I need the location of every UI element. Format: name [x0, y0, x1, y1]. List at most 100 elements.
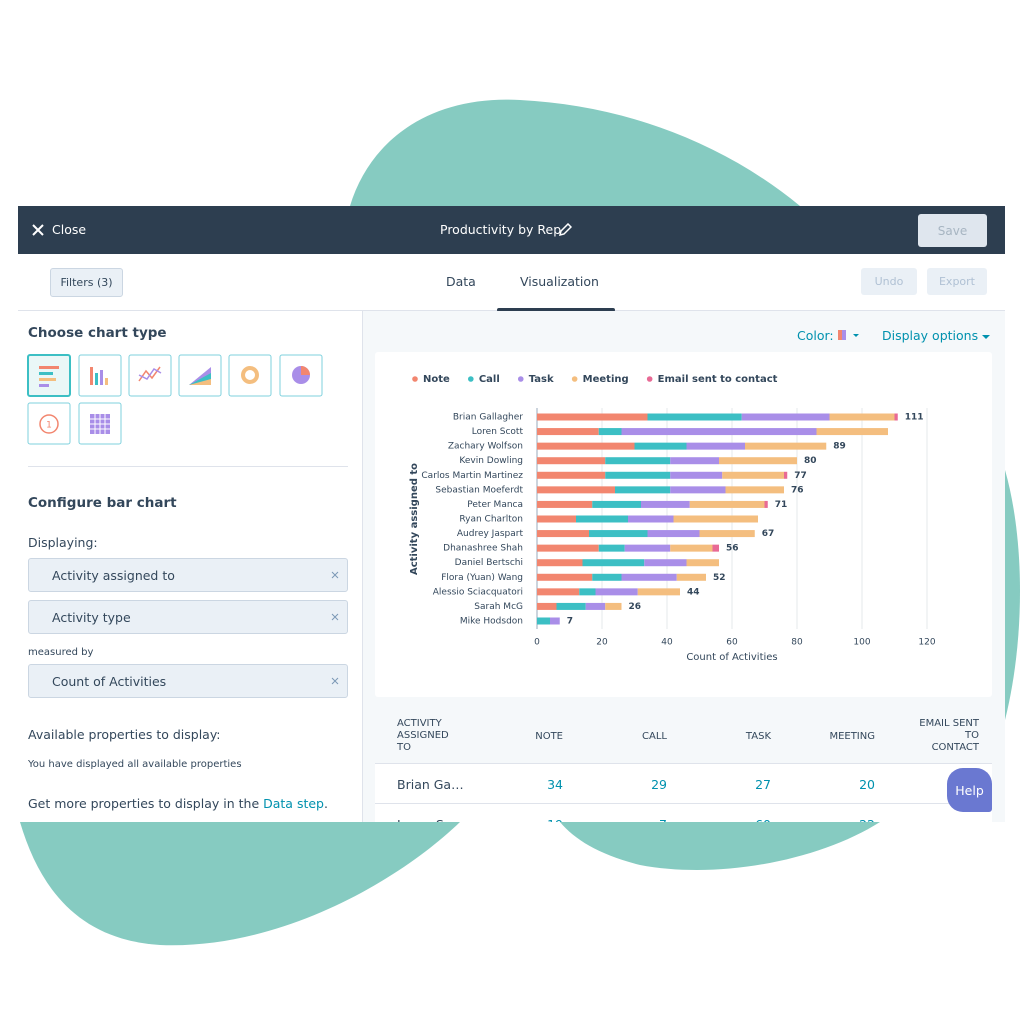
link[interactable]: Data step — [263, 796, 324, 811]
bar-segment — [719, 457, 797, 465]
table-cell: 34 — [547, 777, 563, 792]
bar-segment — [537, 471, 606, 479]
bar-segment — [537, 515, 576, 523]
measure-pill[interactable]: Count of Activities — [28, 664, 348, 698]
legend-label: Meeting — [583, 374, 629, 385]
bar-segment — [576, 515, 628, 523]
y-tick-label: Sebastian Moeferdt — [435, 485, 523, 495]
bar-segment — [537, 559, 583, 567]
table-cell: 19 — [547, 817, 563, 822]
undo-button[interactable]: Undo — [861, 268, 917, 295]
bar-segment — [537, 486, 615, 494]
bar-segment — [579, 588, 596, 596]
y-tick-label: Loren Scott — [472, 427, 524, 437]
legend-dot — [646, 376, 653, 382]
bar-segment — [537, 457, 606, 465]
header-bar: Close Productivity by Rep Save — [18, 206, 1005, 254]
close-button[interactable]: Close — [52, 222, 87, 237]
row-name: Loren Sc… — [397, 817, 463, 822]
chart: Note Call Task Meeting Email sent to contact… — [409, 374, 936, 663]
bar-segment — [537, 442, 635, 450]
column-header: TASK — [745, 731, 771, 742]
bar-segment — [621, 573, 677, 581]
bar-segment — [537, 602, 557, 610]
total-label: 80 — [804, 456, 817, 466]
legend-label: Note — [423, 374, 450, 385]
legend-label: Email sent to contact — [658, 374, 778, 385]
column-header: MEETING — [829, 731, 875, 742]
bar-segment — [595, 588, 638, 596]
bar-segment — [605, 457, 671, 465]
bar-segment — [637, 588, 680, 596]
table-cell: 7 — [659, 817, 667, 822]
chart-type-icons[interactable]: 1 — [26, 353, 326, 449]
tab-visualization[interactable]: Visualization — [520, 274, 599, 289]
help-button[interactable]: Help — [947, 768, 992, 812]
x-tick-label: 40 — [661, 638, 673, 648]
total-label: 44 — [687, 587, 700, 597]
legend-dot — [468, 376, 474, 382]
bar-segment — [634, 442, 687, 450]
section-title: Choose chart type — [28, 325, 167, 341]
y-tick-label: Audrey Jaspart — [457, 529, 524, 539]
edit-icon[interactable] — [558, 223, 572, 237]
bar-segment — [589, 530, 648, 538]
table-cell: 22 — [859, 817, 875, 822]
save-button[interactable]: Save — [918, 214, 987, 247]
bar-segment — [673, 515, 758, 523]
x-tick-label: 120 — [918, 638, 935, 648]
more-properties: Get more properties to display in the Da… — [28, 796, 328, 811]
text: Color: — [797, 328, 834, 343]
bar-segment — [585, 602, 606, 610]
bar-segment — [537, 617, 550, 625]
bar-segment — [644, 559, 687, 567]
legend-label: Call — [479, 374, 500, 385]
row-name: Brian Ga… — [397, 777, 464, 792]
close-icon[interactable] — [32, 224, 44, 236]
bar-segment — [670, 486, 726, 494]
filters-button[interactable]: Filters (3) — [50, 268, 123, 297]
legend-dot — [571, 376, 578, 382]
divider — [28, 466, 348, 467]
chart-card: Note Call Task Meeting Email sent to contact… — [375, 352, 992, 697]
y-tick-label: Carlos Martin Martinez — [421, 471, 523, 481]
bar-segment — [582, 559, 645, 567]
bar-segment — [676, 573, 706, 581]
bar-segment — [605, 602, 622, 610]
bar-segment — [592, 500, 641, 508]
left-panel: Choose chart type 1 Configure bar chart … — [18, 311, 363, 822]
total-label: 77 — [794, 471, 807, 481]
bar-segment — [598, 428, 622, 436]
export-button[interactable]: Export — [927, 268, 987, 295]
total-label: 71 — [775, 500, 788, 510]
legend-label: Task — [529, 374, 554, 385]
tab-data[interactable]: Data — [446, 274, 476, 289]
row-divider — [375, 803, 992, 804]
column-header: EMAIL SENT TO CONTACT — [919, 718, 979, 753]
bar-segment — [621, 428, 817, 436]
total-label: 111 — [905, 413, 924, 423]
pill-text: Count of Activities — [52, 674, 167, 689]
total-label: 7 — [567, 616, 573, 626]
bar-segment — [689, 500, 765, 508]
section-title: Configure bar chart — [28, 495, 177, 511]
bar-segment — [615, 486, 671, 494]
bar-segment — [686, 559, 719, 567]
x-tick-label: 80 — [791, 638, 803, 648]
total-label: 52 — [713, 573, 726, 583]
display-options[interactable]: Display options — [882, 328, 991, 343]
label: Displaying: — [28, 535, 98, 550]
tab-indicator — [497, 308, 615, 312]
dimension-pill[interactable]: Activity type — [28, 600, 348, 634]
x-tick-label: 100 — [853, 638, 870, 648]
bar-segment — [745, 442, 827, 450]
bar-segment — [670, 544, 713, 552]
color-option[interactable]: Color: — [797, 328, 860, 343]
bar-segment — [712, 544, 719, 552]
y-tick-label: Flora (Yuan) Wang — [441, 573, 523, 583]
total-label: 26 — [629, 602, 642, 612]
table-card: ACTIVITY ASSIGNED TO NOTE CALL TASK MEETING E… — [375, 710, 992, 822]
bar-segment — [628, 515, 674, 523]
bar-segment — [537, 588, 580, 596]
dimension-pill[interactable]: Activity assigned to — [28, 558, 348, 592]
